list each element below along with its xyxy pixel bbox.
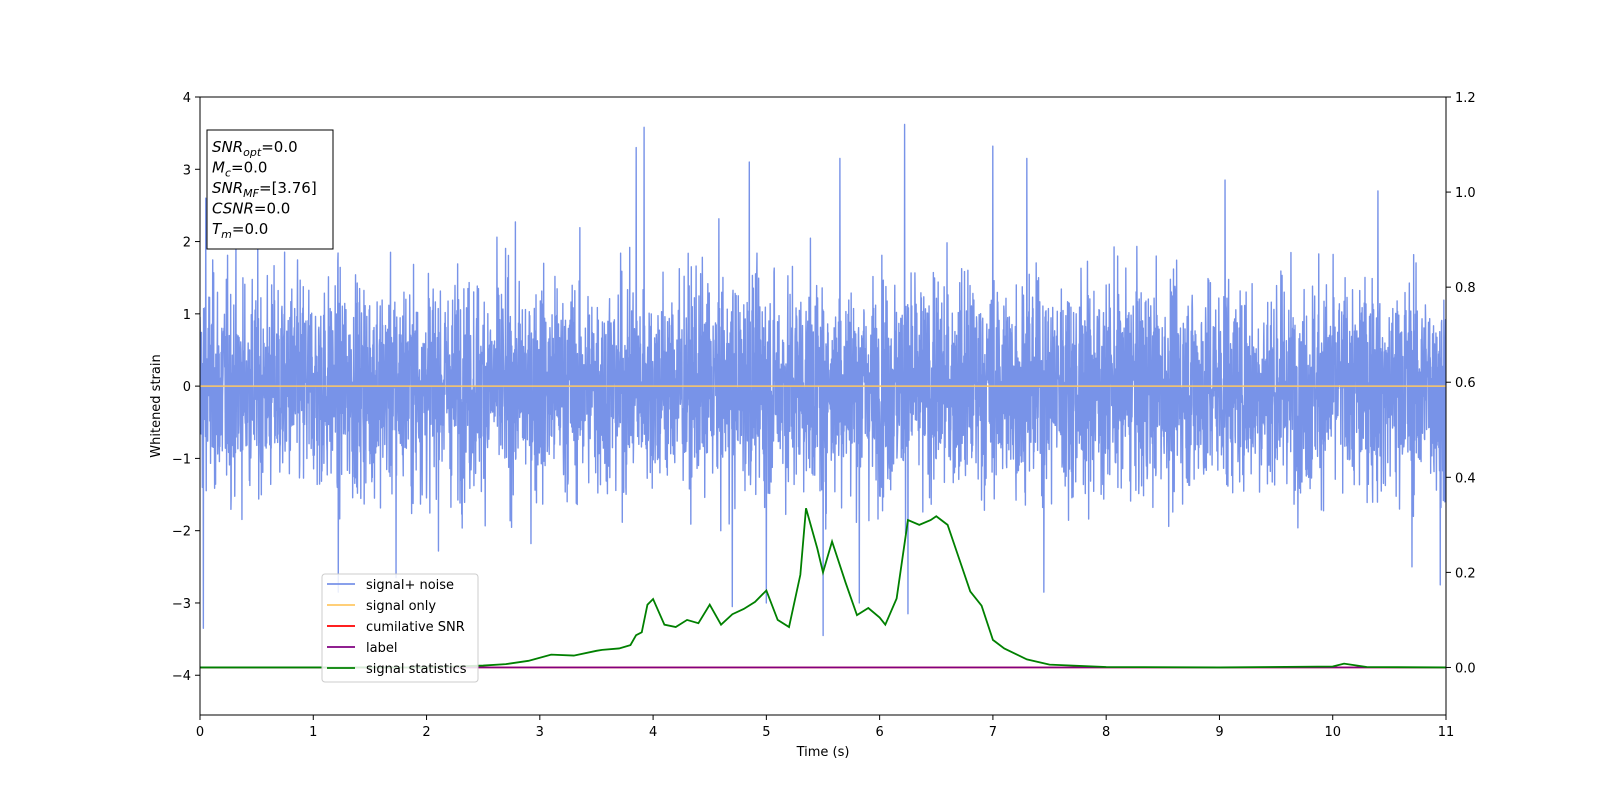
y2-tick-label: 1.0 [1455, 186, 1476, 201]
legend-label: label [366, 641, 397, 656]
x-tick-label: 8 [1102, 725, 1110, 740]
y-axis-left: 4 3 2 1 0 −1 −2 −3 −4 [172, 91, 200, 684]
series-signal-noise [200, 123, 1446, 637]
y-tick-label: 3 [183, 163, 191, 178]
series-line-signal-statistics [200, 507, 1446, 669]
legend: signal+ noise signal only cumilative SNR la… [321, 573, 479, 683]
x-tick-label: 3 [536, 725, 544, 740]
legend-label: signal+ noise [366, 578, 454, 593]
y2-tick-label: 0.4 [1455, 471, 1476, 486]
annotation-line: SNRMF=[3.76] [212, 179, 317, 200]
y-axis-right: 1.2 1.0 0.8 0.6 0.4 0.2 0.0 [1446, 91, 1476, 676]
y-tick-label: 4 [183, 91, 191, 106]
x-tick-label: 4 [649, 725, 657, 740]
x-tick-label: 0 [196, 725, 204, 740]
y2-tick-label: 0.2 [1455, 566, 1476, 581]
legend-label: signal statistics [366, 662, 467, 677]
annotation-line: Mc=0.0 [212, 159, 267, 180]
legend-frame [321, 573, 479, 683]
x-axis-label: Time (s) [796, 745, 850, 760]
y-tick-label: −1 [172, 452, 191, 467]
annotation-line: Tm=0.0 [212, 220, 268, 241]
y-tick-label: 2 [183, 236, 191, 251]
y-tick-label: 0 [183, 380, 191, 395]
y2-tick-label: 1.2 [1455, 91, 1476, 106]
y2-tick-label: 0.6 [1455, 376, 1476, 391]
x-tick-label: 9 [1215, 725, 1223, 740]
y2-tick-label: 0.0 [1455, 661, 1476, 676]
x-tick-label: 6 [875, 725, 883, 740]
y-tick-label: −4 [172, 669, 191, 684]
y-axis-label: Whitened strain [149, 354, 164, 457]
x-tick-label: 1 [309, 725, 317, 740]
y-tick-label: −2 [172, 525, 191, 540]
legend-label: signal only [366, 599, 436, 614]
x-tick-label: 10 [1324, 725, 1341, 740]
x-axis: 0 1 2 3 4 5 6 7 8 9 10 11 [196, 715, 1454, 740]
x-tick-label: 5 [762, 725, 770, 740]
annotation-frame [206, 129, 334, 250]
x-tick-label: 11 [1438, 725, 1455, 740]
annotation-line: SNRopt=0.0 [212, 138, 298, 159]
axes-frame [199, 96, 1447, 716]
annotation-line: CSNR=0.0 [212, 200, 290, 218]
y-tick-label: 1 [183, 308, 191, 323]
y2-tick-label: 0.8 [1455, 281, 1476, 296]
x-tick-label: 2 [422, 725, 430, 740]
x-tick-label: 7 [989, 725, 997, 740]
series-line-signal-noise [200, 123, 1446, 637]
y-tick-label: −3 [172, 597, 191, 612]
legend-label: cumilative SNR [366, 620, 465, 635]
